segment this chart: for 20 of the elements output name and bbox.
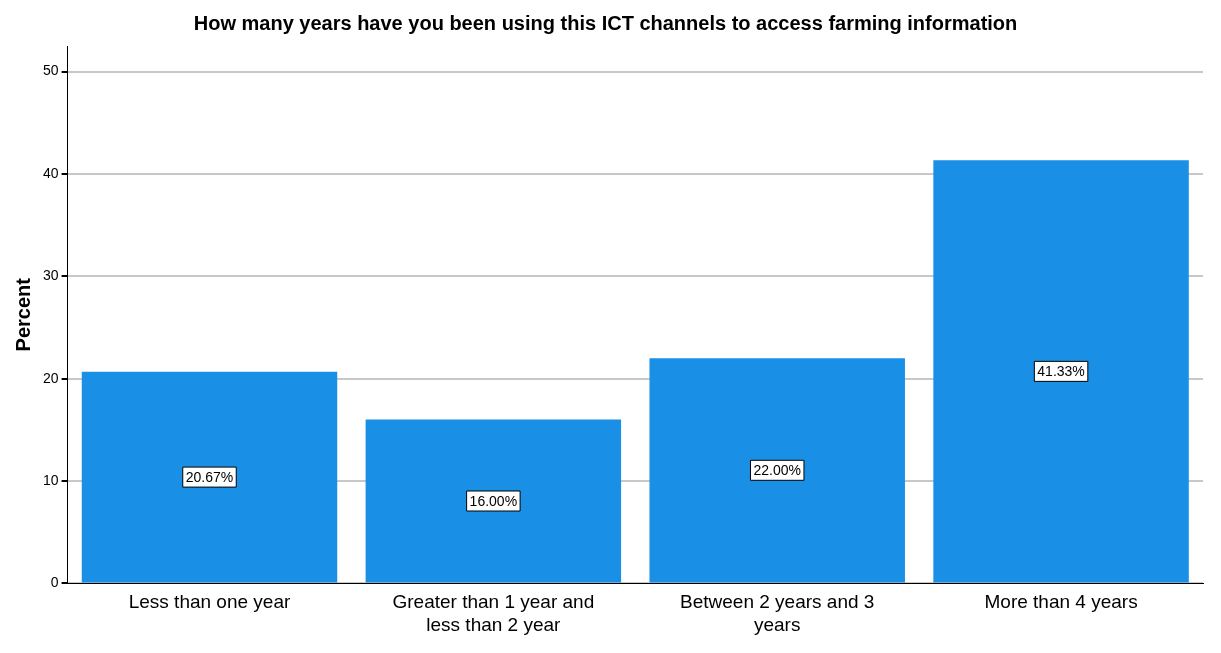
bar [81,371,338,583]
y-axis-title: Percent [11,277,34,352]
data-label: 22.00% [753,462,801,479]
y-tick-label: 10 [42,471,59,488]
x-tick-label: Less than one year [128,591,291,613]
x-tick-label: Greater than 1 year and less than 2 year [392,591,595,635]
data-label: 16.00% [469,492,518,509]
y-tick-label: 30 [42,267,59,284]
bar [649,358,905,583]
x-tick-label: Between 2 years and 3 years [680,591,875,635]
y-tick-label: 50 [42,62,59,79]
y-tick-label: 0 [50,574,59,591]
data-label: 41.33% [1037,363,1085,380]
y-tick-label: 20 [42,369,59,386]
data-label: 20.67% [185,468,234,485]
chart-title: How many years have you been using this ICT channels to access farming information [193,11,1018,34]
y-tick-label: 40 [42,164,59,181]
bar [933,160,1189,583]
x-tick-label: More than 4 years [984,591,1138,613]
bar [365,419,622,583]
